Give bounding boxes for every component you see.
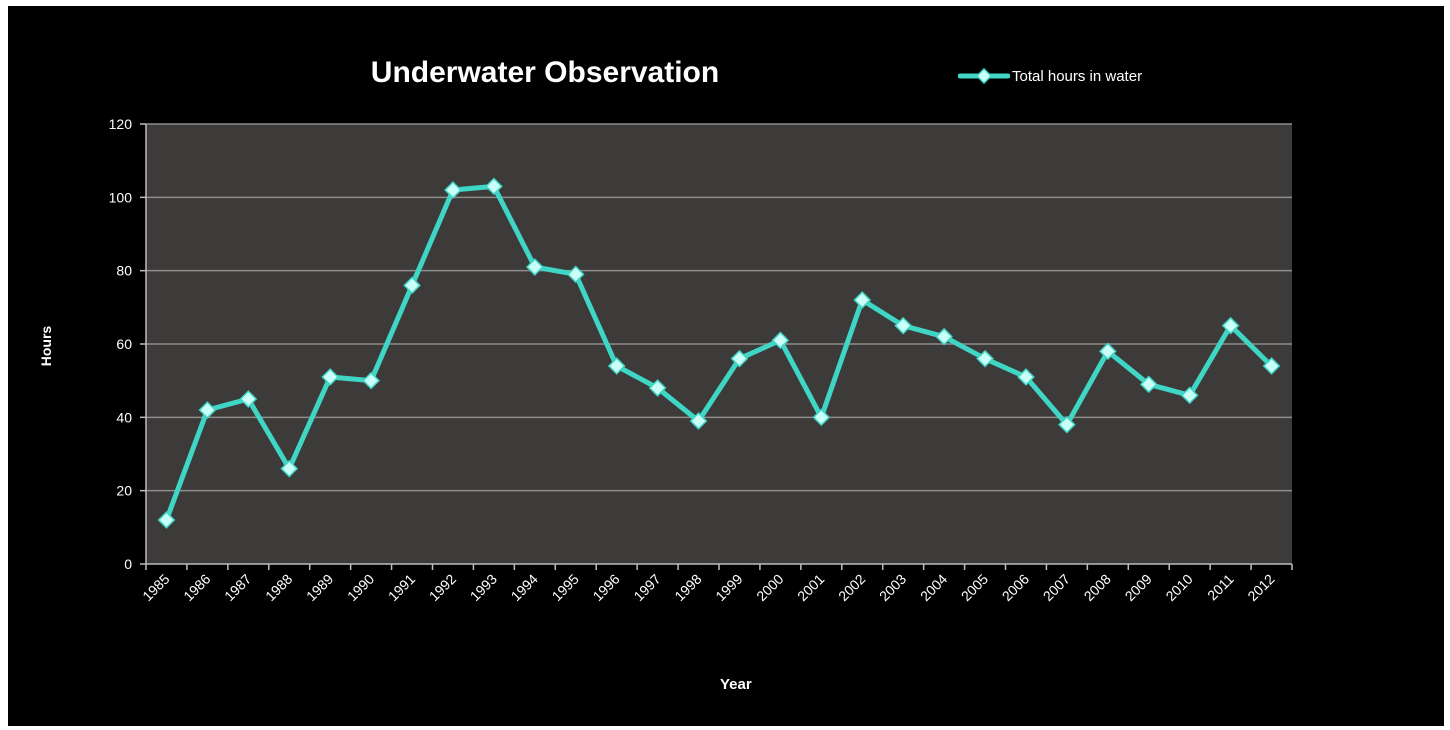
x-tick-label: 2010: [1162, 571, 1195, 604]
data-point: [689, 412, 708, 430]
x-tick-label: 2007: [1040, 571, 1073, 604]
data-point: [198, 401, 217, 419]
x-tick-label: 2001: [794, 571, 827, 604]
data-point: [485, 177, 503, 196]
data-point: [1262, 357, 1281, 375]
y-tick-label: 120: [109, 116, 133, 132]
data-point: [607, 357, 626, 375]
chart-title: Underwater Observation: [370, 56, 720, 89]
x-tick-label: 2000: [753, 571, 786, 604]
x-tick-label: 2006: [999, 571, 1032, 604]
data-point: [157, 511, 176, 529]
legend-swatch: [958, 66, 1010, 86]
y-tick-label: 80: [116, 263, 132, 279]
x-tick-label: 1985: [139, 571, 172, 604]
x-tick-label: 1998: [671, 571, 704, 604]
x-tick-label: 2002: [835, 571, 868, 604]
data-point: [853, 291, 872, 309]
data-point: [403, 276, 421, 295]
x-tick-label: 2009: [1122, 571, 1155, 604]
data-point: [444, 181, 462, 199]
data-point: [894, 316, 913, 335]
x-tick-label: 1997: [630, 571, 663, 604]
data-point: [730, 349, 749, 368]
legend: Total hours in water: [958, 64, 1142, 88]
data-point: [1017, 368, 1035, 386]
data-point: [648, 379, 667, 397]
x-tick-label: 2004: [917, 571, 950, 604]
x-tick-label: 1999: [712, 571, 745, 604]
x-tick-label: 1992: [426, 571, 459, 604]
data-point: [566, 265, 585, 284]
x-tick-label: 2005: [958, 571, 991, 604]
x-tick-label: 1989: [303, 571, 336, 604]
data-point: [239, 390, 258, 408]
data-point: [321, 368, 340, 386]
data-point: [362, 371, 380, 390]
data-point: [525, 258, 544, 276]
y-tick-label: 60: [116, 336, 132, 352]
y-tick-label: 100: [109, 189, 133, 205]
y-tick-label: 20: [116, 483, 132, 499]
x-tick-label: 1986: [180, 571, 213, 604]
series-line: [163, 183, 1275, 523]
data-point: [935, 327, 953, 346]
x-tick-label: 2011: [1204, 571, 1237, 604]
x-tick-label: 1987: [221, 571, 254, 604]
x-tick-label: 2012: [1244, 571, 1277, 604]
data-point: [812, 408, 831, 427]
data-point: [1058, 415, 1076, 434]
x-tick-label: 1994: [508, 571, 541, 604]
y-tick-label: 40: [116, 409, 132, 425]
data-point: [1098, 342, 1117, 361]
data-point: [976, 349, 994, 368]
legend-label: Total hours in water: [1012, 67, 1143, 85]
x-tick-label: 1993: [467, 571, 500, 604]
x-tick-label: 1996: [589, 571, 622, 604]
y-tick-label: 0: [124, 556, 132, 572]
x-tick-label: 1995: [549, 571, 582, 604]
data-point: [1221, 316, 1240, 335]
x-axis-label: Year: [720, 676, 752, 693]
x-tick-label: 1990: [344, 571, 377, 604]
data-point: [280, 459, 299, 478]
data-point: [1139, 375, 1158, 394]
x-tick-label: 1991: [385, 571, 418, 604]
x-tick-label: 1988: [262, 571, 295, 604]
data-point: [771, 331, 790, 350]
x-tick-label: 2003: [876, 571, 909, 604]
x-tick-label: 2008: [1081, 571, 1114, 604]
data-point: [1180, 386, 1199, 405]
